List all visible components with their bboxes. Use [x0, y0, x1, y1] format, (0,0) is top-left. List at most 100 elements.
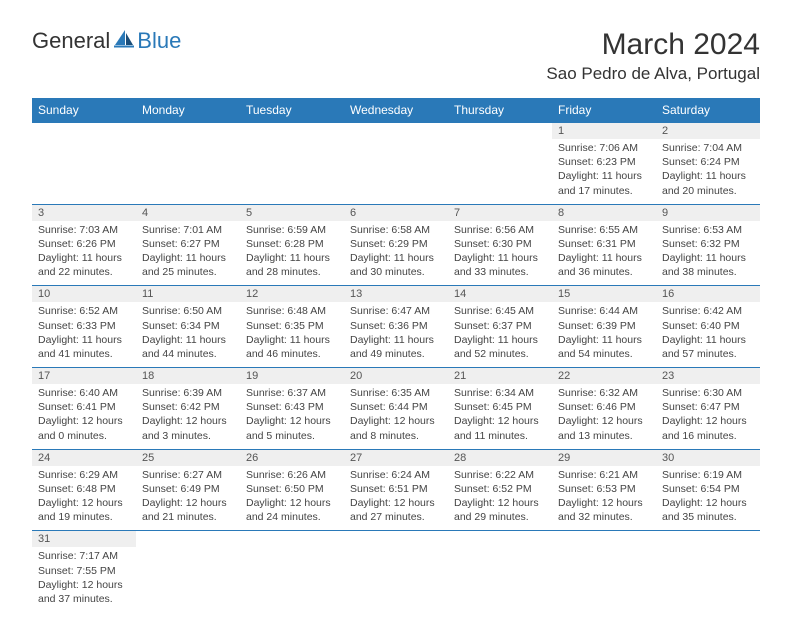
- day-number-cell: 29: [552, 449, 656, 466]
- sunrise-line: Sunrise: 6:30 AM: [662, 386, 754, 400]
- day-number-cell: 16: [656, 286, 760, 303]
- day-info-cell: Sunrise: 6:35 AMSunset: 6:44 PMDaylight:…: [344, 384, 448, 449]
- day-info-cell: Sunrise: 6:59 AMSunset: 6:28 PMDaylight:…: [240, 221, 344, 286]
- day-number-cell: 6: [344, 204, 448, 221]
- weekday-header: Friday: [552, 98, 656, 123]
- day-number-cell: [136, 123, 240, 140]
- day-info-cell: Sunrise: 6:30 AMSunset: 6:47 PMDaylight:…: [656, 384, 760, 449]
- day-number-cell: [136, 531, 240, 548]
- sunset-line: Sunset: 6:48 PM: [38, 482, 130, 496]
- daylight-line: Daylight: 12 hours and 3 minutes.: [142, 414, 234, 442]
- sunrise-line: Sunrise: 6:27 AM: [142, 468, 234, 482]
- day-number-row: 12: [32, 123, 760, 140]
- day-number-cell: [448, 531, 552, 548]
- title-block: March 2024 Sao Pedro de Alva, Portugal: [546, 28, 760, 84]
- sunrise-line: Sunrise: 6:29 AM: [38, 468, 130, 482]
- logo-sail-icon: [113, 28, 135, 54]
- sunrise-line: Sunrise: 6:24 AM: [350, 468, 442, 482]
- day-info-cell: Sunrise: 6:29 AMSunset: 6:48 PMDaylight:…: [32, 466, 136, 531]
- day-number-cell: 18: [136, 368, 240, 385]
- day-info-cell: Sunrise: 6:27 AMSunset: 6:49 PMDaylight:…: [136, 466, 240, 531]
- day-info-cell: Sunrise: 6:42 AMSunset: 6:40 PMDaylight:…: [656, 302, 760, 367]
- sunset-line: Sunset: 6:50 PM: [246, 482, 338, 496]
- sunrise-line: Sunrise: 6:45 AM: [454, 304, 546, 318]
- sunset-line: Sunset: 6:37 PM: [454, 319, 546, 333]
- day-info-cell: Sunrise: 6:52 AMSunset: 6:33 PMDaylight:…: [32, 302, 136, 367]
- location: Sao Pedro de Alva, Portugal: [546, 64, 760, 84]
- sunset-line: Sunset: 6:41 PM: [38, 400, 130, 414]
- day-info-cell: Sunrise: 6:34 AMSunset: 6:45 PMDaylight:…: [448, 384, 552, 449]
- daylight-line: Daylight: 11 hours and 36 minutes.: [558, 251, 650, 279]
- day-info-cell: Sunrise: 7:01 AMSunset: 6:27 PMDaylight:…: [136, 221, 240, 286]
- daylight-line: Daylight: 11 hours and 54 minutes.: [558, 333, 650, 361]
- sunrise-line: Sunrise: 6:26 AM: [246, 468, 338, 482]
- day-number-cell: 31: [32, 531, 136, 548]
- logo-text-1: General: [32, 28, 110, 54]
- sunset-line: Sunset: 7:55 PM: [38, 564, 130, 578]
- sunset-line: Sunset: 6:46 PM: [558, 400, 650, 414]
- day-info-cell: [136, 139, 240, 204]
- day-info-cell: Sunrise: 7:03 AMSunset: 6:26 PMDaylight:…: [32, 221, 136, 286]
- day-info-cell: [32, 139, 136, 204]
- day-number-cell: [240, 531, 344, 548]
- sunset-line: Sunset: 6:34 PM: [142, 319, 234, 333]
- sunrise-line: Sunrise: 7:01 AM: [142, 223, 234, 237]
- sunset-line: Sunset: 6:49 PM: [142, 482, 234, 496]
- daylight-line: Daylight: 11 hours and 20 minutes.: [662, 169, 754, 197]
- sunrise-line: Sunrise: 6:42 AM: [662, 304, 754, 318]
- day-number-row: 3456789: [32, 204, 760, 221]
- daylight-line: Daylight: 11 hours and 44 minutes.: [142, 333, 234, 361]
- day-info-cell: [240, 547, 344, 612]
- day-info-cell: Sunrise: 6:22 AMSunset: 6:52 PMDaylight:…: [448, 466, 552, 531]
- day-number-cell: 1: [552, 123, 656, 140]
- day-number-cell: 23: [656, 368, 760, 385]
- sunrise-line: Sunrise: 6:50 AM: [142, 304, 234, 318]
- sunset-line: Sunset: 6:52 PM: [454, 482, 546, 496]
- weekday-header: Saturday: [656, 98, 760, 123]
- daylight-line: Daylight: 11 hours and 41 minutes.: [38, 333, 130, 361]
- weekday-header: Thursday: [448, 98, 552, 123]
- day-info-cell: Sunrise: 6:24 AMSunset: 6:51 PMDaylight:…: [344, 466, 448, 531]
- daylight-line: Daylight: 11 hours and 52 minutes.: [454, 333, 546, 361]
- logo: General Blue: [32, 28, 181, 54]
- day-number-cell: 4: [136, 204, 240, 221]
- daylight-line: Daylight: 11 hours and 49 minutes.: [350, 333, 442, 361]
- day-info-row: Sunrise: 7:17 AMSunset: 7:55 PMDaylight:…: [32, 547, 760, 612]
- daylight-line: Daylight: 12 hours and 24 minutes.: [246, 496, 338, 524]
- calendar-table: Sunday Monday Tuesday Wednesday Thursday…: [32, 98, 760, 612]
- day-number-cell: 7: [448, 204, 552, 221]
- day-number-cell: 22: [552, 368, 656, 385]
- calendar-page: General Blue March 2024 Sao Pedro de Alv…: [0, 0, 792, 624]
- sunset-line: Sunset: 6:43 PM: [246, 400, 338, 414]
- day-info-cell: Sunrise: 6:45 AMSunset: 6:37 PMDaylight:…: [448, 302, 552, 367]
- daylight-line: Daylight: 11 hours and 17 minutes.: [558, 169, 650, 197]
- day-info-row: Sunrise: 6:52 AMSunset: 6:33 PMDaylight:…: [32, 302, 760, 367]
- sunset-line: Sunset: 6:27 PM: [142, 237, 234, 251]
- day-info-cell: [448, 547, 552, 612]
- sunrise-line: Sunrise: 6:32 AM: [558, 386, 650, 400]
- day-info-cell: Sunrise: 6:21 AMSunset: 6:53 PMDaylight:…: [552, 466, 656, 531]
- day-number-cell: 20: [344, 368, 448, 385]
- weekday-header: Wednesday: [344, 98, 448, 123]
- logo-text-2: Blue: [137, 28, 181, 54]
- page-header: General Blue March 2024 Sao Pedro de Alv…: [32, 28, 760, 84]
- sunset-line: Sunset: 6:29 PM: [350, 237, 442, 251]
- day-info-row: Sunrise: 6:29 AMSunset: 6:48 PM Daylight:…: [32, 466, 760, 531]
- daylight-line: Daylight: 12 hours and 32 minutes.: [558, 496, 650, 524]
- day-info-cell: [344, 547, 448, 612]
- sunrise-line: Sunrise: 6:19 AM: [662, 468, 754, 482]
- weekday-header: Monday: [136, 98, 240, 123]
- day-number-cell: 17: [32, 368, 136, 385]
- sunset-line: Sunset: 6:42 PM: [142, 400, 234, 414]
- day-number-row: 10111213141516: [32, 286, 760, 303]
- day-number-row: 24252627282930: [32, 449, 760, 466]
- sunrise-line: Sunrise: 6:59 AM: [246, 223, 338, 237]
- sunrise-line: Sunrise: 6:21 AM: [558, 468, 650, 482]
- day-number-cell: 15: [552, 286, 656, 303]
- sunset-line: Sunset: 6:28 PM: [246, 237, 338, 251]
- day-info-cell: [656, 547, 760, 612]
- sunset-line: Sunset: 6:24 PM: [662, 155, 754, 169]
- day-number-cell: [552, 531, 656, 548]
- sunrise-line: Sunrise: 6:37 AM: [246, 386, 338, 400]
- day-number-cell: 14: [448, 286, 552, 303]
